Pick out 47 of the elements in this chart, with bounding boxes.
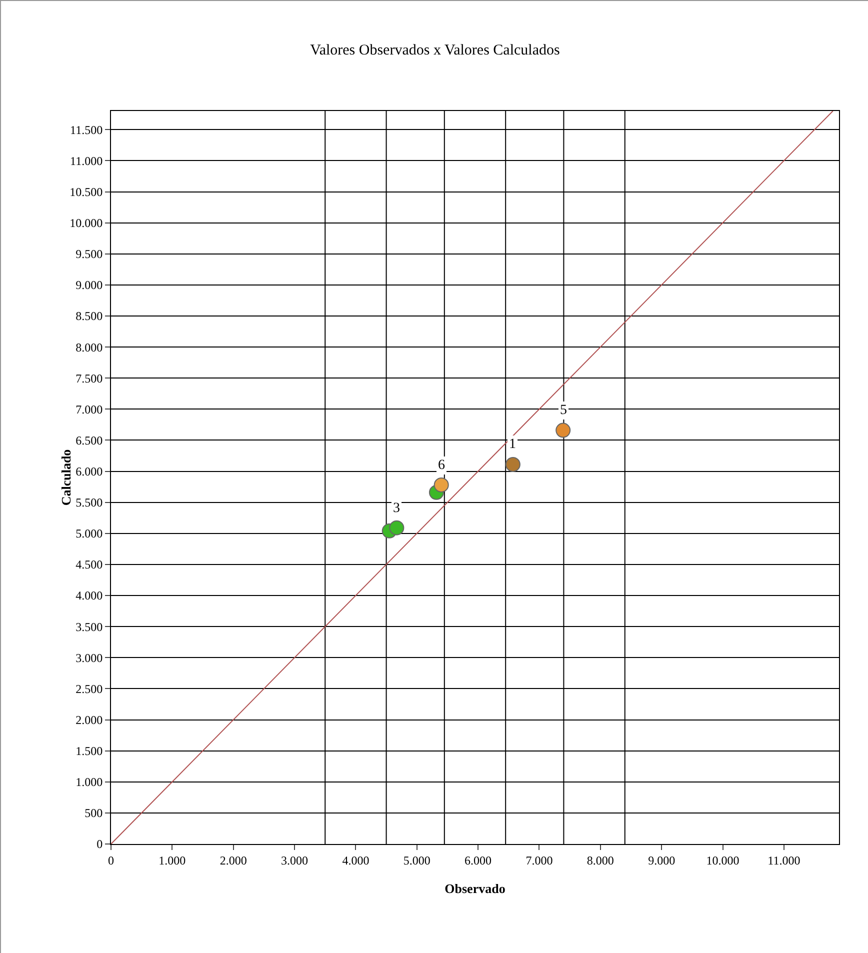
x-tick-label: 1.000 <box>158 853 186 868</box>
x-tick-label: 6.000 <box>464 853 492 868</box>
y-tick-label: 10.500 <box>70 184 103 199</box>
x-tick-label: 4.000 <box>342 853 370 868</box>
y-tick-label: 2.500 <box>76 682 103 696</box>
y-tick-label: 11.500 <box>70 122 103 137</box>
y-tick-label: 11.000 <box>70 154 103 168</box>
annotation: 1 <box>509 437 516 452</box>
x-tick-label: 2.000 <box>220 853 247 868</box>
y-tick-label: 6.000 <box>76 464 103 478</box>
y-tick-label: 7.500 <box>76 371 103 386</box>
x-tick-label: 10.000 <box>706 853 740 868</box>
annotation: 6 <box>438 458 445 473</box>
y-tick-label: 1.000 <box>76 775 103 790</box>
chart-title: Valores Observados x Valores Calculados <box>310 42 560 58</box>
point <box>505 456 520 472</box>
y-tick-label: 7.000 <box>76 402 103 416</box>
point <box>434 477 449 492</box>
x-tick-label: 7.000 <box>526 853 553 868</box>
y-tick-label: 1.500 <box>76 744 103 758</box>
y-tick-label: 3.000 <box>76 650 103 665</box>
y-tick-label: 8.500 <box>76 309 103 324</box>
x-tick-label: 8.000 <box>586 853 614 868</box>
y-tick-label: 6.500 <box>76 433 103 448</box>
y-tick-label: 5.000 <box>76 526 103 541</box>
y-tick-label: 500 <box>84 806 103 820</box>
y-tick-label: 9.000 <box>76 278 103 292</box>
annotation: 5 <box>560 403 567 418</box>
y-axis-title: Calculado <box>58 449 74 506</box>
y-tick-label: 2.000 <box>76 712 103 727</box>
y-tick-label: 4.500 <box>76 558 103 572</box>
y-tick-label: 4.000 <box>76 588 103 603</box>
x-tick-label: 3.000 <box>281 853 308 868</box>
x-tick-label: 9.000 <box>648 853 676 868</box>
y-tick-label: 0 <box>96 837 103 852</box>
x-tick-label: 11.000 <box>768 853 800 868</box>
x-tick-label: 5.000 <box>403 853 430 868</box>
y-tick-label: 3.500 <box>76 620 103 634</box>
point <box>389 520 404 536</box>
x-tick-label: 0 <box>108 853 114 868</box>
x-axis-title: Observado <box>444 881 506 896</box>
y-tick-label: 10.000 <box>70 216 103 230</box>
y-tick-label: 9.500 <box>76 247 103 262</box>
y-tick-label: 8.000 <box>76 340 103 354</box>
point <box>556 422 571 438</box>
y-tick-label: 5.500 <box>76 496 103 510</box>
annotation: 3 <box>393 501 400 516</box>
